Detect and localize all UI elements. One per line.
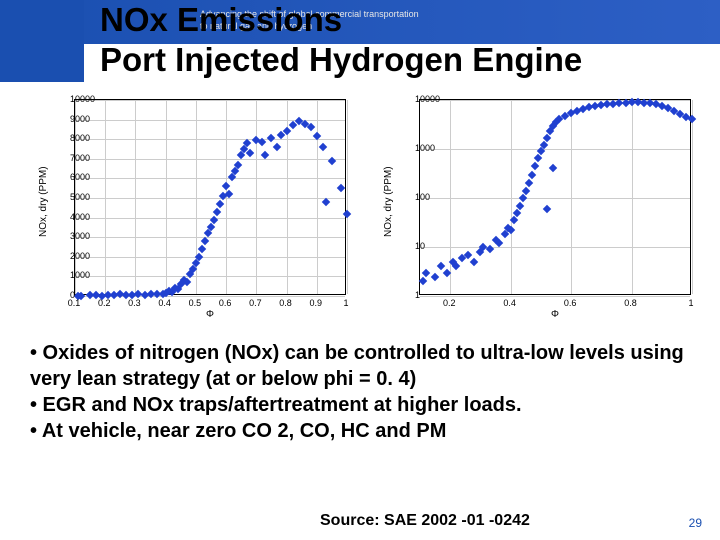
plot-area xyxy=(419,99,691,295)
data-point xyxy=(437,262,445,270)
bullet-item: • At vehicle, near zero CO 2, CO, HC and… xyxy=(30,418,690,444)
data-point xyxy=(319,143,327,151)
x-tick-label: 0.6 xyxy=(219,298,232,308)
data-point xyxy=(470,258,478,266)
gridline-h xyxy=(75,276,345,277)
gridline-v xyxy=(511,100,512,294)
bullet-item: • EGR and NOx traps/aftertreatment at hi… xyxy=(30,392,690,418)
charts-row: 0100020003000400050006000700080009000100… xyxy=(30,95,700,320)
title-line-1: NOx Emissions xyxy=(100,0,582,40)
x-tick-label: 0.4 xyxy=(503,298,516,308)
x-tick-label: 0.5 xyxy=(189,298,202,308)
data-point xyxy=(549,164,557,172)
data-point xyxy=(328,157,336,165)
bullet-list: • Oxides of nitrogen (NOx) can be contro… xyxy=(30,340,690,444)
gridline-h xyxy=(420,296,690,297)
x-tick-label: 0.1 xyxy=(68,298,81,308)
data-point xyxy=(306,123,314,131)
plot-area xyxy=(74,99,346,295)
data-point xyxy=(431,272,439,280)
gridline-v xyxy=(256,100,257,294)
data-point xyxy=(688,115,696,123)
gridline-v xyxy=(692,100,693,294)
gridline-v xyxy=(632,100,633,294)
title-block: NOx Emissions Port Injected Hydrogen Eng… xyxy=(100,0,582,80)
y-axis-label: NOx, dry (PPM) xyxy=(38,166,49,237)
data-point xyxy=(419,277,427,285)
x-tick-label: 1 xyxy=(343,298,348,308)
gridline-v xyxy=(105,100,106,294)
x-tick-label: 0.6 xyxy=(564,298,577,308)
gridline-h xyxy=(75,198,345,199)
gridline-h xyxy=(75,100,345,101)
gridline-h xyxy=(420,149,690,150)
gridline-h xyxy=(75,139,345,140)
title-line-2: Port Injected Hydrogen Engine xyxy=(100,40,582,80)
source-citation: Source: SAE 2002 -01 -0242 xyxy=(320,512,530,530)
gridline-h xyxy=(75,237,345,238)
x-tick-label: 0.3 xyxy=(128,298,141,308)
data-point xyxy=(528,170,536,178)
gridline-v xyxy=(317,100,318,294)
gridline-v xyxy=(347,100,348,294)
x-tick-label: 0.9 xyxy=(310,298,323,308)
x-tick-label: 0.2 xyxy=(98,298,111,308)
gridline-v xyxy=(135,100,136,294)
x-tick-label: 0.8 xyxy=(624,298,637,308)
x-tick-label: 0.7 xyxy=(249,298,262,308)
gridline-v xyxy=(571,100,572,294)
nox-log-chart: 1101001000100000.20.40.60.81NOx, dry (PP… xyxy=(375,95,700,320)
data-point xyxy=(543,205,551,213)
y-axis-label: NOx, dry (PPM) xyxy=(383,166,394,237)
data-point xyxy=(273,143,281,151)
x-tick-label: 0.2 xyxy=(443,298,456,308)
gridline-h xyxy=(75,257,345,258)
gridline-v xyxy=(166,100,167,294)
data-point xyxy=(464,250,472,258)
x-tick-label: 0.8 xyxy=(279,298,292,308)
data-point xyxy=(452,262,460,270)
gridline-h xyxy=(420,198,690,199)
data-point xyxy=(422,268,430,276)
gridline-h xyxy=(420,247,690,248)
page-number: 29 xyxy=(689,516,702,530)
bullet-item: • Oxides of nitrogen (NOx) can be contro… xyxy=(30,340,690,392)
x-axis-label: Φ xyxy=(206,309,214,320)
gridline-h xyxy=(75,178,345,179)
data-point xyxy=(531,162,539,170)
data-point xyxy=(267,134,275,142)
banner-accent xyxy=(0,0,84,82)
x-tick-label: 0.4 xyxy=(158,298,171,308)
x-tick-label: 1 xyxy=(688,298,693,308)
data-point xyxy=(213,207,221,215)
gridline-h xyxy=(75,159,345,160)
x-axis-label: Φ xyxy=(551,309,559,320)
data-point xyxy=(246,149,254,157)
data-point xyxy=(485,245,493,253)
data-point xyxy=(337,184,345,192)
nox-linear-chart: 0100020003000400050006000700080009000100… xyxy=(30,95,355,320)
